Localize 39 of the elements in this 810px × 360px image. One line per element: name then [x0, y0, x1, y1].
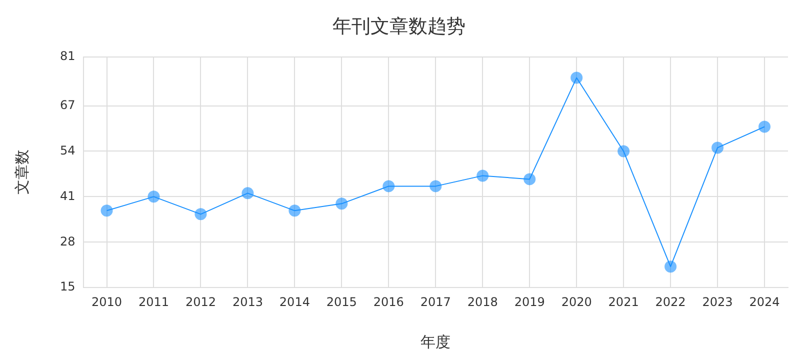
point	[242, 187, 254, 200]
point	[382, 180, 395, 192]
point	[664, 260, 677, 273]
point	[288, 204, 301, 217]
x-tick-label: 2017	[420, 294, 451, 309]
point	[194, 208, 207, 220]
y-axis-title: 文章数	[12, 150, 31, 195]
y-tick-label: 81	[60, 48, 76, 63]
point	[336, 198, 348, 210]
y-tick-label: 41	[60, 188, 76, 203]
point	[524, 173, 536, 186]
x-tick-label: 2013	[232, 294, 263, 309]
x-tick-label: 2014	[279, 294, 310, 309]
x-tick-label: 2019	[514, 294, 545, 309]
x-tick-label: 2020	[561, 294, 592, 309]
y-tick-label: 54	[60, 143, 76, 158]
point	[618, 145, 630, 158]
x-tick-label: 2015	[326, 294, 357, 309]
x-tick-label: 2012	[185, 294, 216, 309]
y-tick-label: 28	[60, 234, 76, 248]
y-tick-label: 15	[60, 280, 76, 294]
x-tick-label: 2021	[608, 294, 639, 309]
x-tick-label: 2011	[138, 294, 170, 309]
x-tick-label: 2024	[749, 294, 780, 309]
x-axis-title: 年度	[420, 332, 451, 351]
y-tick-label: 67	[60, 98, 76, 112]
point	[570, 72, 583, 84]
x-tick-label: 2023	[702, 294, 733, 309]
point	[100, 204, 113, 217]
point	[148, 190, 160, 203]
x-tick-label: 2018	[467, 294, 498, 309]
point	[430, 180, 442, 192]
point	[476, 170, 489, 182]
point	[758, 120, 771, 133]
x-tick-label: 2010	[91, 294, 122, 309]
chart-title: 年刊文章数趋势	[332, 15, 466, 38]
point	[712, 142, 724, 154]
x-tick-label: 2022	[655, 294, 686, 309]
x-tick-label: 2016	[373, 294, 404, 309]
